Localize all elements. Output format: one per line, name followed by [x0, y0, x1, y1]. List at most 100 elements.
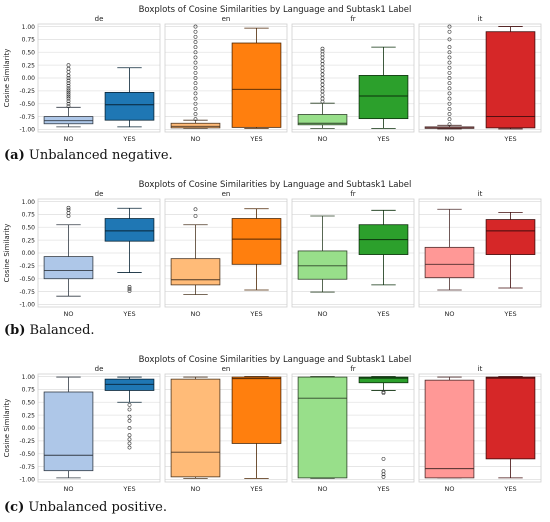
box-body [170, 122, 221, 129]
x-tick-label: NO [191, 485, 201, 493]
outlier-point [66, 88, 71, 93]
outlier-point [320, 82, 325, 87]
box-yes: YES [358, 376, 409, 493]
panel-title: de [95, 15, 104, 23]
outlier-point [193, 86, 198, 91]
panel-frame [291, 23, 415, 133]
outlier-point [447, 117, 452, 122]
y-tick-label: 0.50 [22, 49, 36, 56]
box-body [358, 75, 409, 120]
box-body [231, 376, 282, 444]
panel-frame [291, 373, 415, 483]
panel-title: it [478, 190, 483, 198]
outlier-point [66, 207, 71, 212]
box-body [485, 219, 536, 255]
y-tick-label: 0.00 [22, 75, 36, 82]
chart-0: Boxplots of Cosine Similarities by Langu… [3, 5, 542, 143]
y-axis-label: Cosine Similarity [3, 49, 11, 108]
chart-title: Boxplots of Cosine Similarities by Langu… [139, 5, 412, 15]
x-tick-label: YES [376, 310, 389, 318]
box-body [43, 116, 94, 125]
panel-frame [37, 198, 161, 308]
y-tick-label: -0.50 [19, 101, 35, 108]
box-body [358, 376, 409, 384]
box-body [170, 258, 221, 286]
outlier-point [193, 112, 198, 116]
panel-title: de [95, 190, 104, 198]
outlier-point [447, 112, 452, 116]
box-yes: YES [231, 376, 282, 493]
box-body [297, 250, 348, 280]
outlier-point [320, 79, 325, 83]
x-tick-label: YES [376, 485, 389, 493]
outlier-point [447, 24, 452, 29]
box-no: NO [424, 376, 475, 493]
outlier-point [320, 72, 325, 77]
panel-title: fr [350, 15, 355, 23]
box-no: NO [424, 208, 475, 318]
outlier-point [320, 68, 325, 73]
outlier-point [320, 76, 325, 80]
outlier-point [193, 70, 198, 75]
x-tick-label: YES [249, 485, 262, 493]
outlier-point [127, 433, 132, 438]
box-body [297, 376, 348, 479]
outlier-point [447, 101, 452, 106]
panel-en: en NO YES [164, 365, 288, 493]
panel-de: de 1.00 0.75 0.50 0.25 0.00 -0.25 -0.50 -0.75 -1.… [19, 190, 161, 318]
panel-it: it NO YES [418, 365, 542, 493]
box-body [104, 378, 155, 391]
x-tick-label: NO [318, 310, 328, 318]
outlier-point [320, 52, 325, 57]
caption-b-letter: (b) [4, 323, 26, 338]
outlier-point [447, 96, 452, 101]
box-yes: YES [485, 26, 536, 143]
outlier-point [193, 34, 198, 39]
caption-c-letter: (c) [4, 500, 25, 515]
y-tick-label: 0.75 [22, 212, 36, 219]
panel-title: en [222, 15, 231, 23]
outlier-point [66, 99, 71, 104]
box-yes: YES [231, 27, 282, 143]
box-yes: YES [231, 208, 282, 318]
outlier-point [66, 83, 71, 88]
box-body [485, 31, 536, 129]
outlier-point [127, 285, 132, 289]
x-tick-label: YES [376, 135, 389, 143]
outlier-point [320, 93, 325, 97]
x-tick-label: YES [249, 135, 262, 143]
x-tick-label: YES [503, 485, 516, 493]
panel-frame [37, 23, 161, 133]
box-body [297, 114, 348, 126]
outlier-point [193, 101, 198, 106]
y-tick-label: -1.00 [19, 302, 35, 309]
outlier-point [381, 390, 386, 394]
outlier-point [320, 96, 325, 101]
outlier-point [127, 445, 132, 450]
panel-title: en [222, 365, 231, 373]
outlier-point [193, 214, 198, 218]
outlier-point [66, 76, 71, 80]
box-body [485, 376, 536, 460]
box-body [43, 391, 94, 472]
box-yes: YES [485, 211, 536, 318]
y-tick-label: 0.25 [22, 237, 36, 244]
outlier-point [447, 29, 452, 34]
x-tick-label: YES [122, 310, 135, 318]
caption-c-text: Unbalanced positive. [24, 500, 167, 515]
x-tick-label: YES [503, 310, 516, 318]
outlier-point [66, 86, 71, 91]
box-body [104, 92, 155, 121]
outlier-point [66, 90, 71, 95]
box-yes: YES [104, 207, 155, 318]
outlier-point [193, 106, 198, 111]
y-tick-label: 0.50 [22, 399, 36, 406]
outlier-point [66, 101, 71, 106]
y-tick-label: -0.75 [19, 464, 35, 471]
outlier-point [447, 122, 452, 127]
panel-en: en NO YES [164, 15, 288, 143]
caption-b-text: Balanced. [25, 323, 95, 338]
outlier-point [320, 89, 325, 94]
outlier-point [66, 205, 71, 210]
box-no: NO [43, 63, 94, 143]
